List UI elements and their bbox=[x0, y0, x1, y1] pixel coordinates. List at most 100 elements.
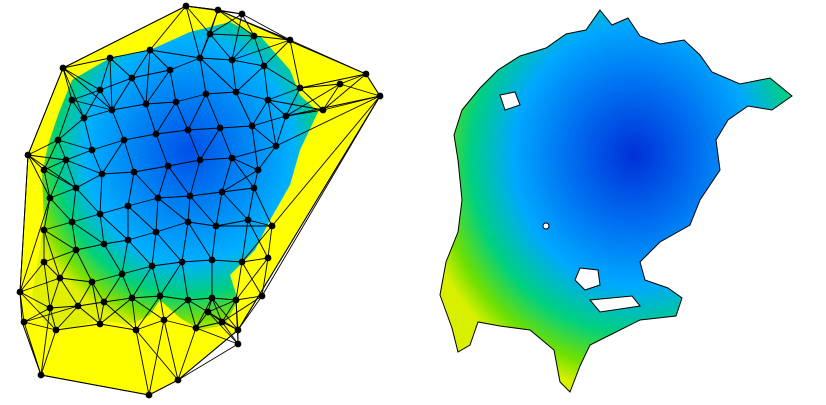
mesh-node bbox=[196, 54, 204, 62]
mesh-edge bbox=[195, 297, 213, 329]
mesh-edge bbox=[145, 69, 171, 105]
mesh-node bbox=[152, 130, 160, 138]
mesh-edge bbox=[195, 327, 239, 345]
mesh-node bbox=[118, 270, 126, 278]
mesh-edge bbox=[149, 49, 171, 71]
mesh-edge bbox=[145, 103, 157, 135]
mesh-edge bbox=[77, 281, 93, 307]
mesh-edge bbox=[215, 191, 223, 227]
island-hole bbox=[574, 267, 601, 291]
mesh-edge bbox=[241, 257, 269, 263]
mesh-edge bbox=[57, 139, 67, 161]
triangulated-mesh-panel bbox=[16, 2, 384, 399]
mesh-edge bbox=[83, 89, 101, 119]
mesh-edge bbox=[43, 261, 61, 279]
mesh-edge bbox=[199, 127, 221, 161]
mesh-node bbox=[142, 100, 150, 108]
mesh-edge bbox=[253, 35, 265, 67]
mesh-node bbox=[238, 258, 246, 266]
mesh-edge bbox=[163, 319, 197, 329]
mesh-edge bbox=[99, 213, 105, 245]
mesh-edge bbox=[155, 221, 189, 233]
mesh-edge bbox=[91, 139, 125, 151]
mesh-edge bbox=[127, 171, 135, 207]
mesh-edge bbox=[209, 33, 233, 61]
mesh-node bbox=[376, 92, 384, 100]
mesh-node bbox=[250, 32, 258, 40]
mesh-edge bbox=[251, 125, 277, 147]
mesh-edge bbox=[135, 319, 165, 331]
mesh-edge bbox=[43, 261, 51, 309]
mesh-edge bbox=[187, 221, 217, 227]
mesh-node bbox=[254, 166, 262, 174]
island-holes bbox=[499, 91, 641, 313]
mesh-node bbox=[96, 210, 104, 218]
mesh-edge bbox=[235, 299, 239, 345]
mesh-node bbox=[88, 278, 96, 286]
mesh-node bbox=[282, 112, 290, 120]
mesh-node bbox=[156, 292, 164, 300]
mesh-node bbox=[80, 114, 88, 122]
mesh-edge bbox=[199, 33, 211, 59]
mesh-node bbox=[336, 80, 344, 88]
mesh-edge bbox=[195, 321, 223, 329]
mesh-node bbox=[319, 106, 327, 114]
mesh-node bbox=[286, 36, 294, 44]
mesh-edge bbox=[43, 249, 77, 263]
mesh-node bbox=[264, 96, 272, 104]
mesh-edge bbox=[187, 93, 207, 131]
mesh-edge bbox=[148, 379, 179, 396]
mesh-node bbox=[59, 64, 67, 72]
mesh-node bbox=[218, 188, 226, 196]
mesh-edge bbox=[57, 117, 85, 141]
mesh-edge bbox=[155, 129, 189, 135]
mesh-edge bbox=[155, 197, 159, 233]
mesh-edge bbox=[27, 139, 59, 156]
mesh-edge bbox=[59, 277, 93, 283]
mesh-edge bbox=[221, 157, 233, 193]
mesh-edge bbox=[235, 91, 269, 101]
mesh-edge bbox=[322, 83, 341, 111]
mesh-edge bbox=[148, 319, 165, 396]
mesh-edge bbox=[75, 187, 101, 215]
lake-raster-surface bbox=[439, 9, 793, 393]
mesh-edge bbox=[133, 165, 169, 173]
mesh-edge bbox=[251, 125, 259, 171]
mesh-edge bbox=[71, 213, 101, 223]
mesh-node bbox=[204, 308, 212, 316]
mesh-edge bbox=[99, 301, 105, 325]
mesh-node bbox=[124, 202, 132, 210]
mesh-edge bbox=[199, 157, 233, 161]
mesh-edge bbox=[189, 159, 201, 197]
mesh-node bbox=[74, 302, 82, 310]
mesh-edge bbox=[65, 159, 77, 189]
mesh-edge bbox=[339, 73, 367, 85]
mesh-edge bbox=[23, 307, 51, 323]
mesh-edge bbox=[131, 297, 165, 321]
mesh-edge bbox=[211, 297, 223, 323]
mesh-edge bbox=[299, 73, 367, 89]
mesh-edge bbox=[187, 129, 201, 161]
mesh-node bbox=[40, 258, 48, 266]
mesh-node bbox=[296, 84, 304, 92]
mesh-edge bbox=[62, 57, 111, 69]
mesh-edge bbox=[231, 157, 259, 171]
mesh-node bbox=[72, 246, 80, 254]
mesh-edge bbox=[101, 139, 125, 175]
mesh-node bbox=[68, 96, 76, 104]
mesh-edge bbox=[289, 39, 301, 89]
mesh-node bbox=[218, 318, 226, 326]
mesh-node bbox=[260, 62, 268, 70]
mesh-edge bbox=[91, 149, 103, 175]
mesh-edge bbox=[241, 219, 249, 263]
mesh-edge bbox=[219, 125, 253, 129]
mesh-node bbox=[362, 70, 370, 78]
mesh-node bbox=[178, 258, 186, 266]
mesh-node bbox=[234, 340, 242, 348]
mesh-edge bbox=[211, 225, 217, 261]
mesh-edge bbox=[253, 35, 291, 41]
mesh-edge bbox=[109, 57, 113, 111]
mesh-edge bbox=[231, 157, 255, 189]
mesh-edge bbox=[365, 73, 381, 97]
mesh-edge bbox=[19, 291, 57, 331]
